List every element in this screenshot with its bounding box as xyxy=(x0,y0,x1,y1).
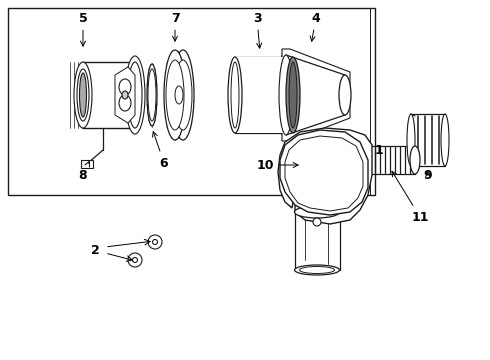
Text: 6: 6 xyxy=(152,132,168,170)
Polygon shape xyxy=(282,49,350,141)
Text: 5: 5 xyxy=(78,12,87,46)
Ellipse shape xyxy=(175,86,183,104)
Ellipse shape xyxy=(152,239,157,244)
Ellipse shape xyxy=(128,62,142,128)
Polygon shape xyxy=(278,128,372,224)
Text: 10: 10 xyxy=(256,158,298,171)
Text: 7: 7 xyxy=(171,12,179,41)
Ellipse shape xyxy=(74,62,92,128)
Ellipse shape xyxy=(166,60,184,130)
Ellipse shape xyxy=(77,69,89,121)
Ellipse shape xyxy=(299,266,335,274)
Ellipse shape xyxy=(79,73,87,117)
Ellipse shape xyxy=(441,114,449,166)
Text: 3: 3 xyxy=(253,12,262,48)
Bar xyxy=(8,8,375,195)
Ellipse shape xyxy=(148,235,162,249)
Ellipse shape xyxy=(164,50,186,140)
Ellipse shape xyxy=(125,56,145,134)
Text: 9: 9 xyxy=(424,168,432,181)
Text: 1: 1 xyxy=(375,144,384,157)
Ellipse shape xyxy=(231,62,239,128)
Bar xyxy=(235,57,293,133)
Polygon shape xyxy=(280,130,368,215)
Ellipse shape xyxy=(122,91,128,99)
Ellipse shape xyxy=(313,218,321,226)
Text: 2: 2 xyxy=(91,243,99,256)
Text: 8: 8 xyxy=(79,162,90,181)
Polygon shape xyxy=(115,67,135,123)
Ellipse shape xyxy=(132,257,138,262)
Ellipse shape xyxy=(286,57,300,133)
Ellipse shape xyxy=(289,62,297,128)
Ellipse shape xyxy=(228,57,242,133)
Ellipse shape xyxy=(172,50,194,140)
Text: 11: 11 xyxy=(392,171,429,224)
Ellipse shape xyxy=(147,64,157,126)
Bar xyxy=(81,160,93,168)
Polygon shape xyxy=(285,136,363,211)
Ellipse shape xyxy=(294,265,340,275)
Ellipse shape xyxy=(174,60,192,130)
Ellipse shape xyxy=(410,146,420,174)
Text: 4: 4 xyxy=(310,12,320,41)
Ellipse shape xyxy=(278,50,294,140)
Ellipse shape xyxy=(339,75,351,115)
Ellipse shape xyxy=(148,69,156,121)
Ellipse shape xyxy=(350,142,360,178)
Ellipse shape xyxy=(119,79,131,95)
Ellipse shape xyxy=(407,114,415,166)
Ellipse shape xyxy=(279,55,293,135)
Ellipse shape xyxy=(294,206,340,218)
Ellipse shape xyxy=(128,253,142,267)
Ellipse shape xyxy=(119,95,131,111)
Polygon shape xyxy=(286,55,345,135)
